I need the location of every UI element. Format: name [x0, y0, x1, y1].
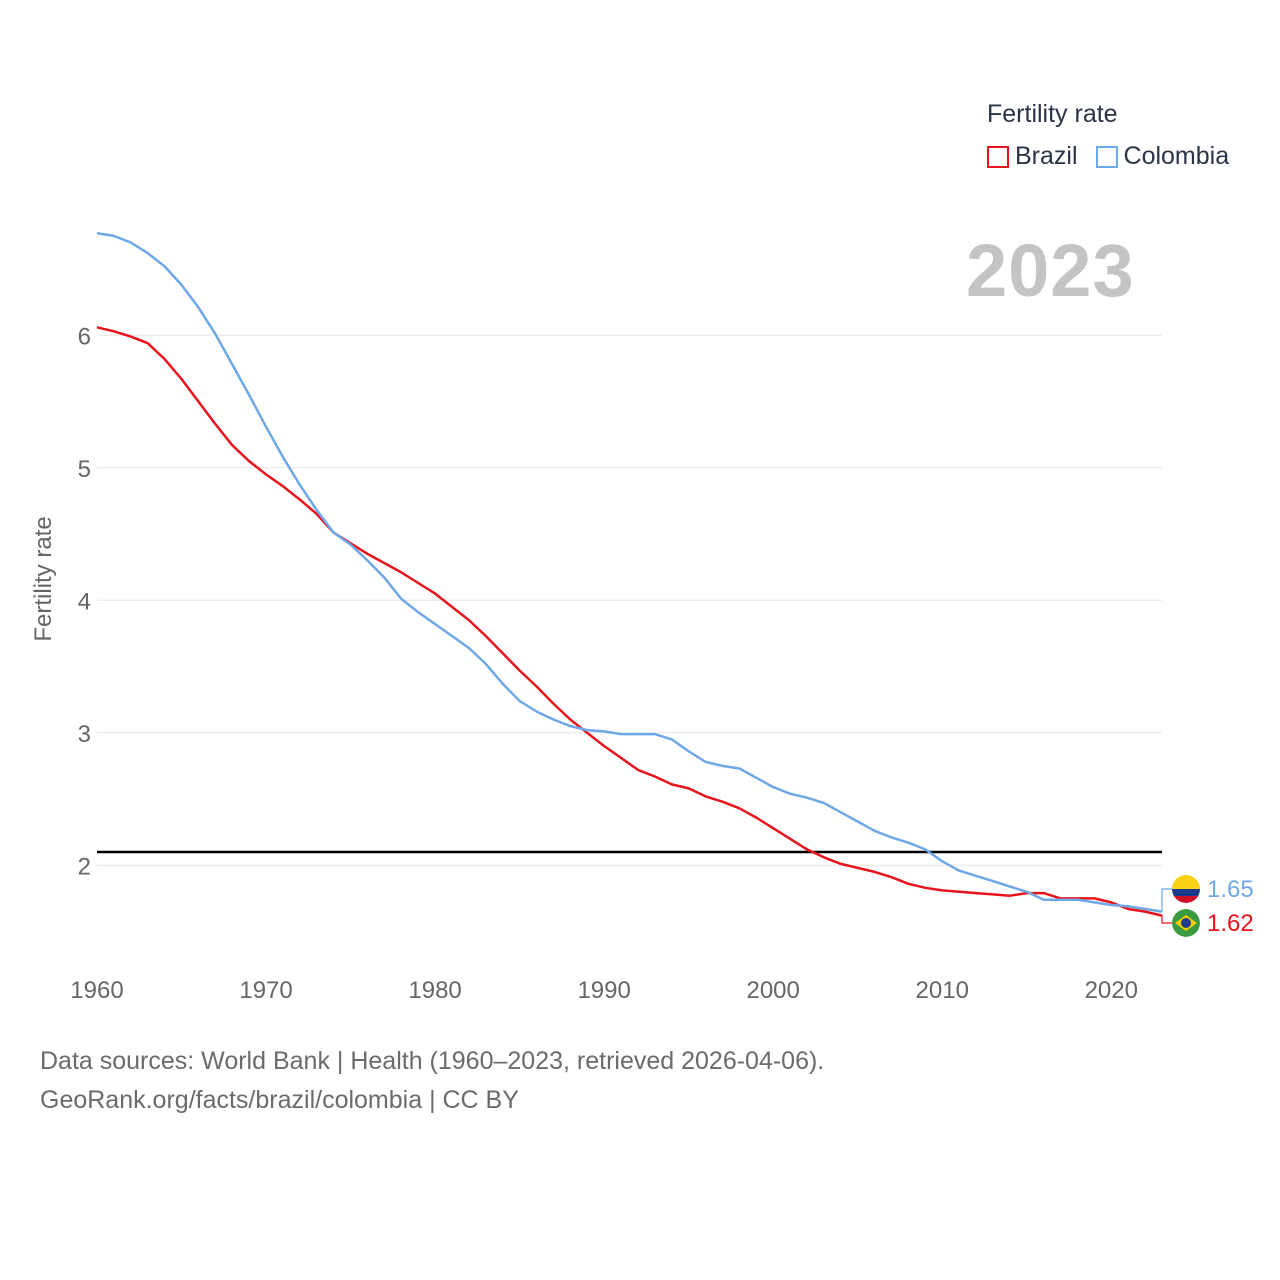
footer-sources: Data sources: World Bank | Health (1960–… — [40, 1047, 825, 1075]
end-connector-brazil — [1161, 915, 1172, 924]
x-tick-label-2000: 2000 — [746, 977, 799, 1004]
legend-item-brazil[interactable]: Brazil — [987, 142, 1078, 171]
y-tick-label-4: 4 — [78, 588, 91, 615]
y-axis-label: Fertility rate — [30, 516, 57, 641]
series-line-colombia — [96, 231, 1163, 913]
legend-label-brazil: Brazil — [1015, 142, 1078, 170]
y-tick-label-6: 6 — [78, 323, 91, 350]
legend-title: Fertility rate — [987, 100, 1118, 128]
x-tick-label-1980: 1980 — [408, 977, 461, 1004]
x-tick-label-1970: 1970 — [239, 977, 292, 1004]
x-tick-label-1990: 1990 — [577, 977, 630, 1004]
colombia-flag-blue — [1172, 889, 1200, 896]
legend: Brazil Colombia — [987, 142, 1247, 171]
legend-swatch-colombia — [1095, 145, 1118, 168]
footer-link[interactable]: GeoRank.org/facts/brazil/colombia | CC B… — [40, 1086, 519, 1114]
y-tick-label-5: 5 — [78, 456, 91, 483]
brazil-flag-icon — [1172, 909, 1200, 937]
x-tick-label-2020: 2020 — [1085, 977, 1138, 1004]
legend-label-colombia: Colombia — [1123, 142, 1230, 170]
end-value-label-colombia: 1.65 — [1207, 876, 1254, 903]
x-tick-label-2010: 2010 — [916, 977, 969, 1004]
footer: Data sources: World Bank | Health (1960–… — [40, 1042, 824, 1120]
end-connector-colombia — [1161, 888, 1172, 912]
y-tick-label-2: 2 — [78, 853, 91, 880]
current-year-label: 2023 — [966, 229, 1135, 312]
colombia-flag-icon — [1172, 875, 1200, 903]
legend-item-colombia[interactable]: Colombia — [1095, 142, 1230, 171]
legend-swatch-brazil — [987, 145, 1009, 168]
y-tick-label-3: 3 — [78, 721, 91, 748]
series-line-brazil — [96, 326, 1163, 917]
x-tick-label-1960: 1960 — [70, 977, 123, 1004]
colombia-flag-red — [1172, 896, 1200, 903]
end-value-label-brazil: 1.62 — [1207, 910, 1254, 937]
colombia-flag-yellow — [1172, 875, 1200, 889]
brazil-flag-disc — [1181, 918, 1191, 928]
